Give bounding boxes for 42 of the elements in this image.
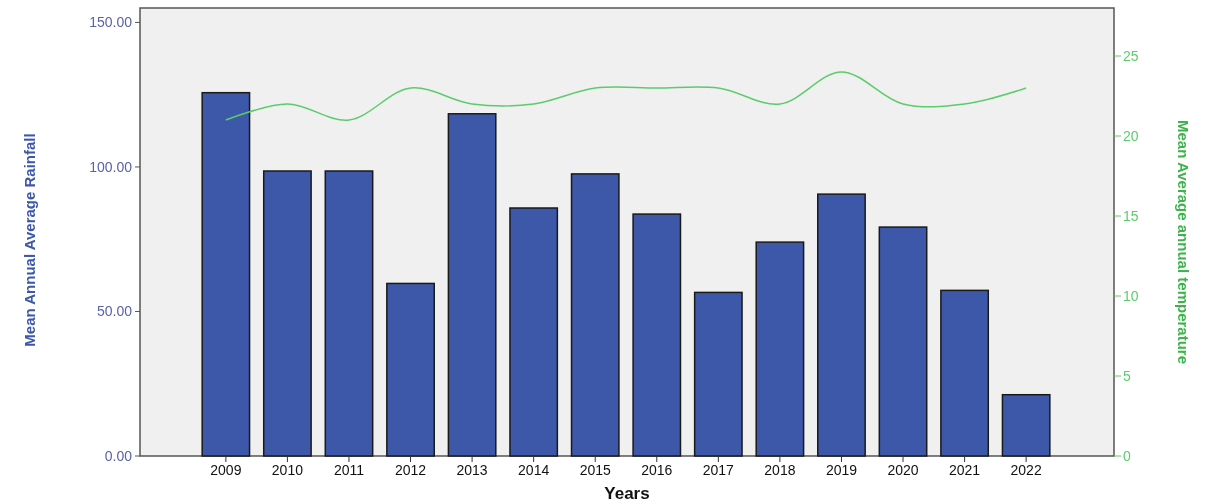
y2-axis-title: Mean Average annual temperature [1175,120,1192,364]
x-tick-label: 2019 [825,462,858,478]
x-tick-label: 2009 [210,462,242,478]
x-tick-label: 2021 [949,462,981,478]
y-tick-label: 0.00 [104,447,133,464]
bar [201,91,251,457]
bar [509,207,559,457]
bar [632,213,682,457]
y-tick-label: 150.00 [89,14,133,31]
x-tick-label: 2017 [702,462,735,478]
x-axis-title: Years [604,484,650,503]
bar [324,170,374,457]
y-tick-label: 50.00 [96,303,133,320]
bar [878,226,928,457]
y2-tick-label: 25 [1123,47,1139,64]
x-tick-label: 2015 [579,462,611,478]
x-tick-label: 2012 [394,462,427,478]
line-series [225,71,1027,121]
bar [570,173,620,457]
bar [447,113,497,457]
x-tick-label: 2022 [1010,462,1042,478]
y2-tick-label: 5 [1123,367,1131,384]
y2-tick-label: 0 [1123,447,1131,464]
y2-tick-label: 15 [1123,207,1139,224]
y2-tick-label: 10 [1123,287,1139,304]
bar [940,289,990,457]
y-tick-label: 100.00 [89,158,133,175]
x-tick-label: 2016 [641,462,673,478]
y-axis-title: Mean Annual Average Rainfall [21,133,38,347]
bar [386,282,435,457]
x-tick-label: 2018 [764,462,796,478]
bar [693,291,743,457]
x-tick-label: 2011 [333,462,365,478]
bar [1001,393,1051,457]
bar [817,193,866,457]
bar [262,170,312,457]
bar [755,241,805,457]
y2-tick-label: 20 [1123,127,1139,144]
x-tick-label: 2014 [518,462,550,478]
x-tick-label: 2010 [271,462,304,478]
x-tick-label: 2020 [887,462,919,478]
x-tick-label: 2013 [456,462,488,478]
